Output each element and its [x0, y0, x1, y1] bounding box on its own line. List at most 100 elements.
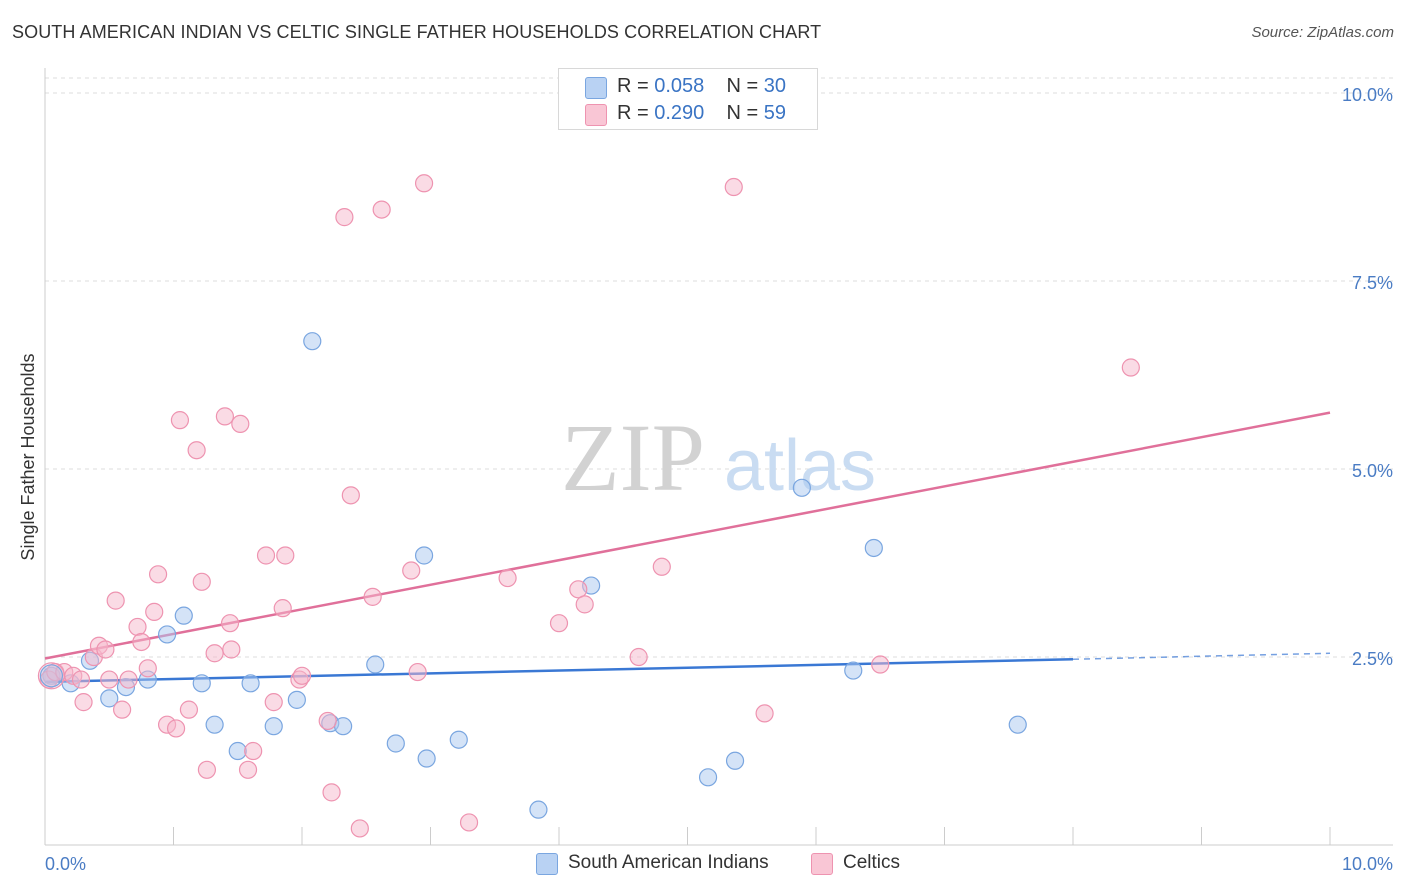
legend-text: R = 0.058 N = 30 — [617, 75, 786, 98]
point-celtic — [114, 701, 131, 718]
point-celtic — [72, 671, 89, 688]
point-celtic — [725, 179, 742, 196]
correlation-legend: R = 0.058 N = 30 R = 0.290 N = 59 — [558, 68, 818, 130]
point-celtic — [216, 408, 233, 425]
point-south-american-indian — [793, 479, 810, 496]
point-south-american-indian — [265, 718, 282, 735]
point-south-american-indian — [288, 691, 305, 708]
point-celtic — [630, 649, 647, 666]
point-celtic — [342, 487, 359, 504]
point-south-american-indian — [387, 735, 404, 752]
point-south-american-indian — [865, 539, 882, 556]
legend-text: R = 0.290 N = 59 — [617, 102, 786, 125]
point-celtic — [336, 209, 353, 226]
scatter-chart: ZIP atlas 2.5%5.0%7.5%10.0%0.0% 10.0% Sin… — [0, 0, 1406, 892]
legend-swatch-blue — [585, 77, 607, 99]
point-celtic — [570, 581, 587, 598]
point-south-american-indian — [175, 607, 192, 624]
point-celtic — [171, 412, 188, 429]
legend-r-value: 0.058 — [654, 75, 704, 97]
point-celtic — [409, 664, 426, 681]
point-celtic — [150, 566, 167, 583]
point-celtic — [461, 814, 478, 831]
legend-n-value: 30 — [764, 75, 786, 97]
point-celtic — [107, 592, 124, 609]
point-south-american-indian — [367, 656, 384, 673]
point-celtic — [258, 547, 275, 564]
y-tick-label: 5.0% — [1352, 461, 1393, 481]
legend-swatch-pink — [811, 853, 833, 875]
point-celtic — [168, 720, 185, 737]
point-celtic — [101, 671, 118, 688]
point-celtic — [373, 201, 390, 218]
point-celtic — [188, 442, 205, 459]
axes — [45, 68, 1393, 845]
point-celtic — [232, 415, 249, 432]
legend-r-label: R = — [617, 75, 649, 97]
point-celtic — [294, 667, 311, 684]
point-celtic — [551, 615, 568, 632]
point-celtic — [146, 603, 163, 620]
point-celtic — [576, 596, 593, 613]
legend-label: Celtics — [843, 852, 900, 874]
point-celtic — [129, 618, 146, 635]
watermark-zip: ZIP — [561, 404, 705, 511]
point-south-american-indian — [700, 769, 717, 786]
point-south-american-indian — [1009, 716, 1026, 733]
point-south-american-indian — [418, 750, 435, 767]
point-celtic — [416, 175, 433, 192]
point-celtic — [277, 547, 294, 564]
point-south-american-indian — [40, 665, 62, 687]
point-south-american-indian — [242, 675, 259, 692]
point-celtic — [872, 656, 889, 673]
point-south-american-indian — [159, 626, 176, 643]
point-celtic — [222, 615, 239, 632]
point-celtic — [97, 641, 114, 658]
legend-label: South American Indians — [568, 852, 769, 874]
point-celtic — [756, 705, 773, 722]
point-celtic — [240, 761, 257, 778]
point-celtic — [180, 701, 197, 718]
point-celtic — [223, 641, 240, 658]
point-celtic — [75, 694, 92, 711]
point-celtic — [499, 570, 516, 587]
point-celtic — [323, 784, 340, 801]
legend-swatch-pink — [585, 104, 607, 126]
point-south-american-indian — [335, 718, 352, 735]
legend-r-label: R = — [617, 102, 649, 124]
x-tick-label: 0.0% — [45, 854, 86, 874]
point-celtic — [274, 600, 291, 617]
point-south-american-indian — [450, 731, 467, 748]
legend-swatch-blue — [536, 853, 558, 875]
watermark: ZIP atlas — [561, 404, 876, 511]
point-celtic — [133, 633, 150, 650]
point-celtic — [653, 558, 670, 575]
point-south-american-indian — [206, 716, 223, 733]
point-celtic — [206, 645, 223, 662]
point-celtic — [351, 820, 368, 837]
y-axis-label: Single Father Households — [18, 353, 38, 560]
point-south-american-indian — [416, 547, 433, 564]
point-celtic — [193, 573, 210, 590]
y-tick-label: 10.0% — [1342, 85, 1393, 105]
gridlines — [45, 78, 1393, 657]
point-celtic — [265, 694, 282, 711]
point-south-american-indian — [530, 801, 547, 818]
point-celtic — [139, 660, 156, 677]
point-celtic — [364, 588, 381, 605]
point-celtic — [120, 671, 137, 688]
point-celtic — [403, 562, 420, 579]
legend-r-value: 0.290 — [654, 102, 704, 124]
point-south-american-indian — [727, 752, 744, 769]
legend-n-label: N = — [727, 75, 759, 97]
point-celtic — [198, 761, 215, 778]
point-celtic — [319, 712, 336, 729]
legend-n-label: N = — [727, 102, 759, 124]
y-tick-label: 7.5% — [1352, 273, 1393, 293]
point-south-american-indian — [845, 662, 862, 679]
point-south-american-indian — [304, 333, 321, 350]
trend-line-extension — [1073, 653, 1330, 659]
y-tick-label: 2.5% — [1352, 649, 1393, 669]
point-celtic — [1122, 359, 1139, 376]
point-south-american-indian — [193, 675, 210, 692]
